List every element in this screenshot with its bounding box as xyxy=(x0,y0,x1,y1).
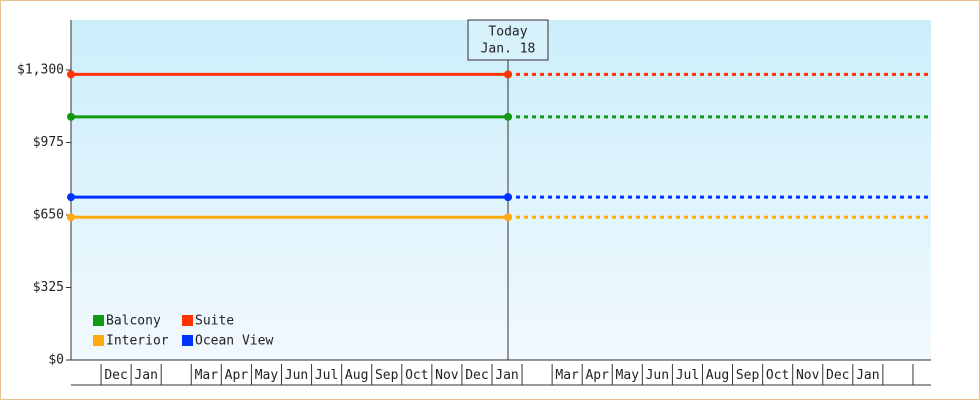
x-tick-label: Jan xyxy=(134,368,157,383)
x-tick-label: May xyxy=(616,368,640,383)
y-tick-label: $325 xyxy=(33,280,64,295)
legend-label: Ocean View xyxy=(195,334,273,349)
point xyxy=(67,193,75,202)
y-tick-label: $650 xyxy=(33,207,64,222)
x-tick-label: Mar xyxy=(555,368,579,383)
today-date: Jan. 18 xyxy=(481,42,536,57)
point xyxy=(504,70,512,79)
legend-swatch xyxy=(182,335,193,346)
legend-swatch xyxy=(93,335,104,346)
legend-swatch xyxy=(182,315,193,326)
x-tick-label: May xyxy=(255,368,279,383)
x-tick-label: Dec xyxy=(826,368,849,383)
x-tick-label: Jun xyxy=(646,368,669,383)
x-tick-label: Jan xyxy=(856,368,879,383)
x-tick-label: Nov xyxy=(435,368,459,383)
x-tick-label: Oct xyxy=(766,368,789,383)
plot-area xyxy=(71,20,931,360)
today-label: Today xyxy=(488,25,527,40)
x-tick-label: Mar xyxy=(195,368,219,383)
x-tick-label: Nov xyxy=(796,368,820,383)
x-tick-label: Jan xyxy=(495,368,518,383)
point xyxy=(504,112,512,121)
x-tick-label: Apr xyxy=(585,368,609,383)
legend-label: Interior xyxy=(106,334,169,349)
x-tick-label: Sep xyxy=(736,368,760,383)
today-box xyxy=(467,19,549,61)
legend-swatch xyxy=(93,315,104,326)
y-tick-label: $1,300 xyxy=(17,62,64,77)
x-tick-label: Sep xyxy=(375,368,399,383)
legend-label: Suite xyxy=(195,314,234,329)
y-tick-label: $975 xyxy=(33,135,64,150)
legend-label: Balcony xyxy=(106,314,161,329)
point xyxy=(504,213,512,222)
point xyxy=(67,70,75,79)
x-tick-label: Dec xyxy=(465,368,488,383)
x-tick-label: Dec xyxy=(104,368,127,383)
x-tick-label: Jun xyxy=(285,368,308,383)
point xyxy=(67,213,75,222)
x-tick-label: Aug xyxy=(706,368,729,383)
y-tick-label: $0 xyxy=(48,353,64,368)
x-tick-label: Jul xyxy=(676,368,699,383)
point xyxy=(504,193,512,202)
x-tick-label: Oct xyxy=(405,368,428,383)
point xyxy=(67,112,75,121)
x-tick-label: Apr xyxy=(225,368,249,383)
x-tick-label: Jul xyxy=(315,368,338,383)
x-tick-label: Aug xyxy=(345,368,368,383)
